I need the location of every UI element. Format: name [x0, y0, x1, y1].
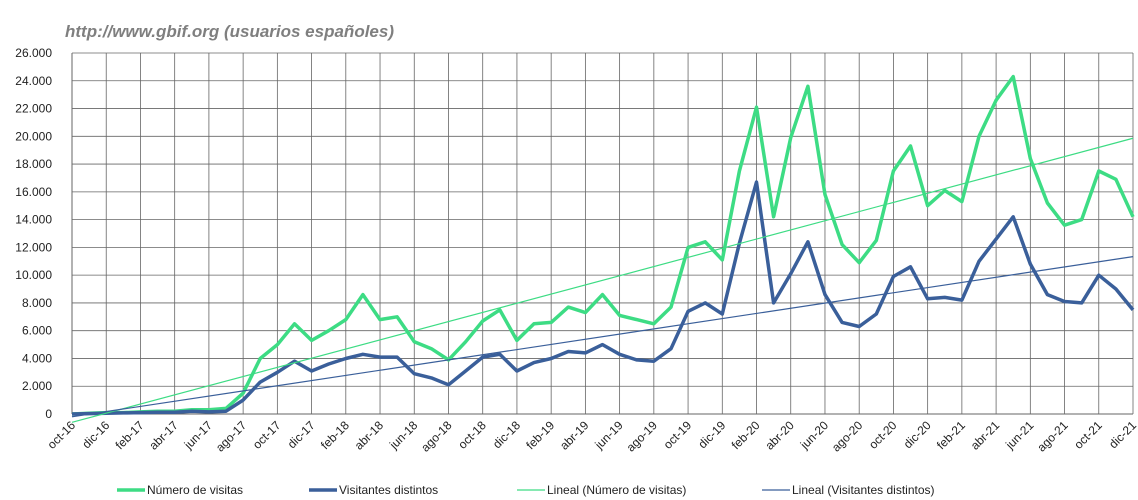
x-tick-label: abr-18	[352, 418, 387, 453]
series-line	[71, 74, 1135, 416]
y-tick-label: 18.000	[15, 157, 52, 171]
x-tick-label: jun-19	[592, 418, 626, 452]
y-tick-label: 24.000	[15, 74, 52, 88]
x-tick-label: jun-21	[1002, 418, 1036, 452]
x-tick-label: dic-20	[901, 418, 934, 451]
x-tick-label: feb-21	[934, 418, 968, 452]
x-tick-label: oct-21	[1071, 418, 1105, 452]
y-tick-label: 26.000	[15, 46, 52, 60]
trendline	[71, 137, 1134, 423]
x-tick-label: abr-20	[762, 418, 797, 453]
trendline	[71, 256, 1134, 418]
x-tick-label: oct-18	[455, 418, 489, 452]
y-tick-label: 6.000	[22, 324, 52, 338]
x-tick-label: jun-18	[386, 418, 420, 452]
x-tick-label: oct-19	[661, 418, 695, 452]
x-tick-label: oct-17	[250, 418, 284, 452]
x-tick-label: oct-20	[866, 418, 900, 452]
x-tick-label: dic-16	[79, 418, 112, 451]
y-tick-label: 0	[45, 407, 52, 421]
x-tick-label: abr-19	[557, 418, 592, 453]
x-tick-label: ago-18	[418, 418, 455, 455]
legend-label: Número de visitas	[147, 483, 243, 497]
chart-title: http://www.gbif.org (usuarios españoles)	[65, 22, 394, 41]
y-tick-label: 14.000	[15, 213, 52, 227]
x-tick-label: feb-17	[113, 418, 147, 452]
y-tick-label: 4.000	[22, 351, 52, 365]
x-tick-label: ago-17	[213, 418, 250, 455]
x-tick-label: feb-20	[729, 418, 763, 452]
x-tick-label: abr-17	[146, 418, 181, 453]
y-tick-label: 10.000	[15, 268, 52, 282]
x-tick-label: oct-16	[45, 418, 79, 452]
y-tick-label: 8.000	[22, 296, 52, 310]
y-tick-label: 2.000	[22, 379, 52, 393]
y-tick-label: 16.000	[15, 185, 52, 199]
x-tick-label: dic-18	[490, 418, 523, 451]
y-tick-label: 20.000	[15, 129, 52, 143]
legend-label: Lineal (Visitantes distintos)	[792, 483, 935, 497]
legend-label: Lineal (Número de visitas)	[547, 483, 686, 497]
x-tick-label: feb-18	[318, 418, 352, 452]
legend-label: Visitantes distintos	[339, 483, 438, 497]
x-tick-label: dic-19	[695, 418, 728, 451]
x-tick-label: feb-19	[523, 418, 557, 452]
x-tick-label: dic-17	[285, 418, 318, 451]
x-tick-label: jun-20	[797, 418, 831, 452]
x-tick-label: ago-19	[624, 418, 661, 455]
x-tick-label: dic-21	[1106, 418, 1138, 451]
y-tick-label: 22.000	[15, 102, 52, 116]
x-tick-label: ago-20	[829, 418, 866, 455]
x-tick-label: jun-17	[181, 418, 215, 452]
x-tick-label: abr-21	[968, 418, 1003, 453]
y-tick-label: 12.000	[15, 240, 52, 254]
series-line	[71, 180, 1135, 416]
x-tick-label: ago-21	[1034, 418, 1071, 455]
